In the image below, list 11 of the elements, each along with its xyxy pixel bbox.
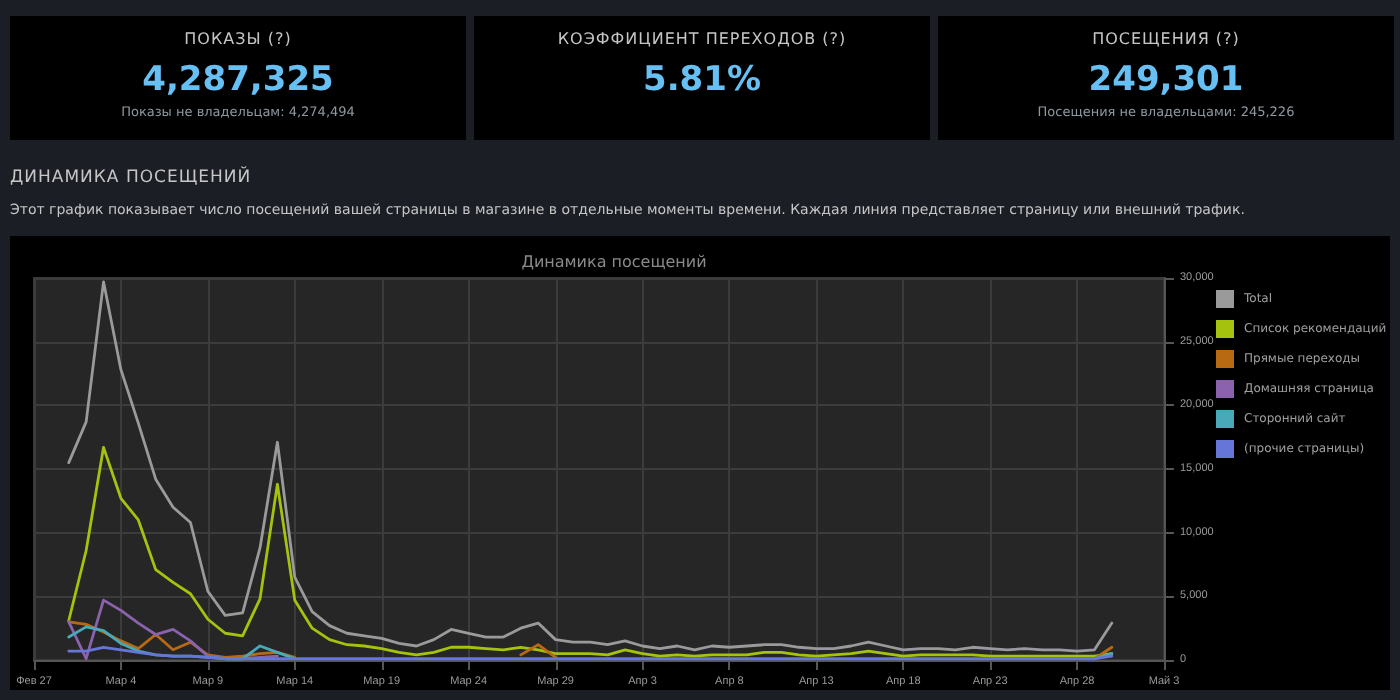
text: ПОСЕЩЕНИЯ (?)	[1090, 30, 1242, 48]
line-series	[67, 280, 1114, 653]
text: ПОКАЗЫ (?)	[182, 30, 294, 48]
text: 5.81%	[641, 60, 763, 100]
text: ДИНАМИКА ПОСЕЩЕНИЙ	[10, 168, 254, 188]
text: 4,287,325	[140, 60, 336, 100]
line-series	[67, 598, 279, 661]
chart-title: Динамика посещений	[521, 253, 707, 271]
text: КОЭФФИЦИЕНТ ПЕРЕХОДОВ (?)	[555, 30, 849, 48]
line-series	[67, 445, 1114, 658]
text: 249,301	[1086, 60, 1246, 100]
